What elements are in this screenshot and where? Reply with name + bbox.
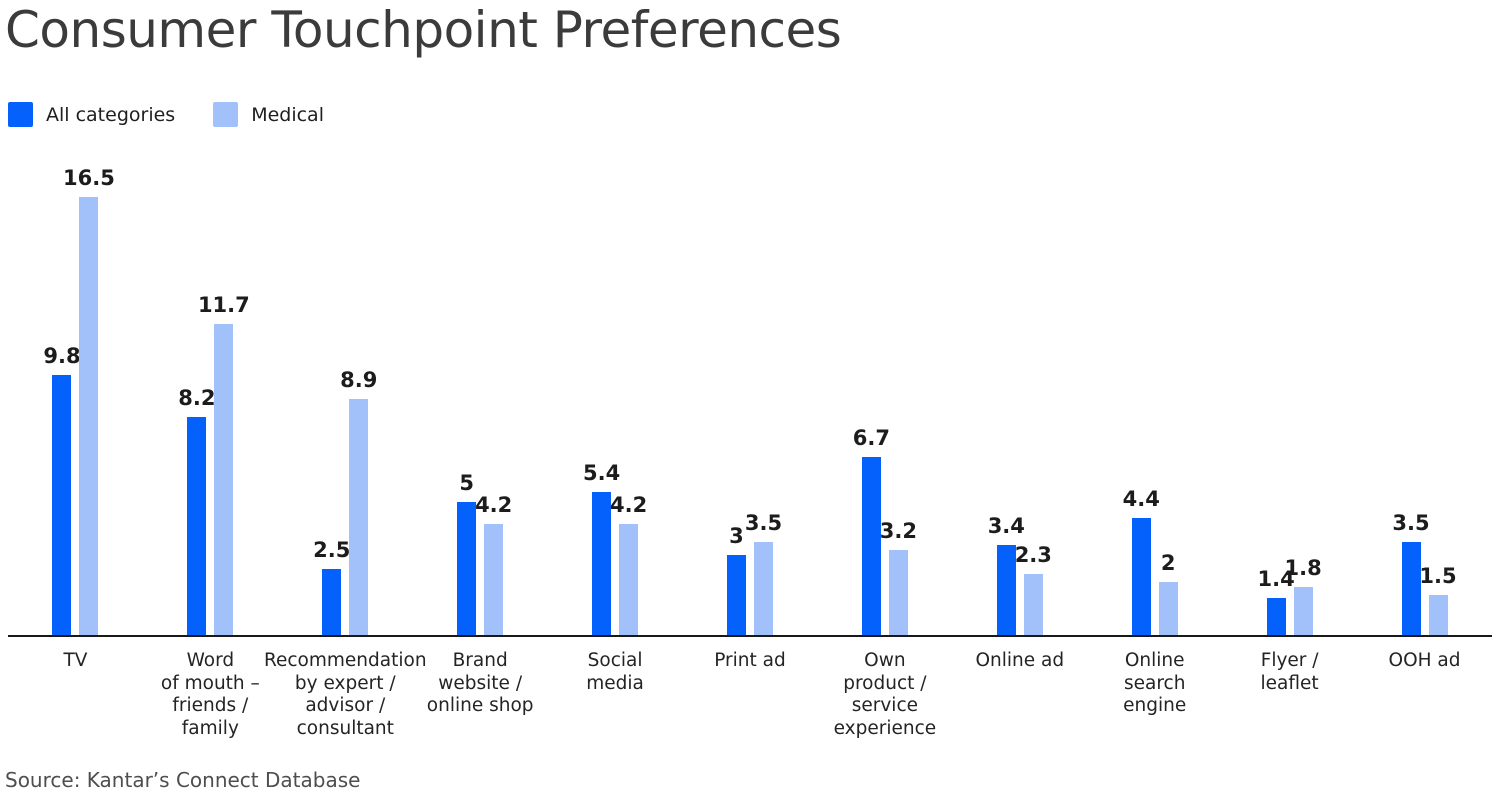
category-label: Flyer / leaflet xyxy=(1260,650,1319,694)
bar-medical: 11.7 xyxy=(198,293,250,635)
value-label: 2 xyxy=(1160,550,1176,575)
bar-group-own-product-service-experience: 6.7 3.2 xyxy=(817,150,952,635)
bar-group-word-of-mouth-friends-family: 8.2 11.7 xyxy=(143,150,278,635)
value-label: 3.5 xyxy=(1392,511,1430,536)
bar-all-categories: 3.4 xyxy=(988,514,1025,635)
bar-group-social-media: 5.4 4.2 xyxy=(548,150,683,635)
bar-chart: 9.8 16.5 8.2 11.7 2.5 8.9 5 4.2 5.4 4.2 3 3.5 6.7 3.2… xyxy=(8,150,1492,740)
bar-all-categories: 4.4 xyxy=(1123,487,1160,635)
category-label-cell: OOH ad xyxy=(1357,650,1492,740)
value-label: 5.4 xyxy=(582,460,621,485)
value-label: 5 xyxy=(459,471,474,496)
bar-group-online-search-engine: 4.4 2 xyxy=(1087,150,1222,635)
bar-all-categories: 5 xyxy=(457,471,477,635)
category-label: Print ad xyxy=(714,650,786,671)
bar-group-flyer-leaflet: 1.4 1.8 xyxy=(1222,150,1357,635)
category-label: Recommendation by expert / advisor / con… xyxy=(263,650,427,739)
bar-medical: 16.5 xyxy=(63,166,115,635)
bar-all-categories: 1.4 xyxy=(1258,567,1295,635)
value-label: 1.8 xyxy=(1284,556,1322,581)
category-label: OOH ad xyxy=(1388,650,1461,671)
bar-group-brand-website-online-shop: 5 4.2 xyxy=(413,150,548,635)
category-label-cell: TV xyxy=(8,650,143,740)
category-label-cell: Print ad xyxy=(683,650,818,740)
category-label: Online ad xyxy=(975,650,1065,671)
value-label: 2.5 xyxy=(313,537,351,562)
value-label: 3.5 xyxy=(744,511,783,536)
category-label-cell: Brand website / online shop xyxy=(413,650,548,740)
category-label-cell: Own product / service experience xyxy=(817,650,952,740)
legend-label: Medical xyxy=(251,103,324,126)
x-axis-labels: TV Word of mouth – friends / family Recomm… xyxy=(8,637,1492,740)
value-label: 16.5 xyxy=(63,165,115,190)
category-label-cell: Social media xyxy=(548,650,683,740)
legend-item-medical: Medical xyxy=(213,102,324,127)
bar-medical: 3.5 xyxy=(745,511,782,635)
value-label: 3 xyxy=(729,524,744,549)
category-label-cell: Online search engine xyxy=(1087,650,1222,740)
category-label-cell: Recommendation by expert / advisor / con… xyxy=(264,650,427,740)
bar-all-categories: 3 xyxy=(726,524,746,635)
category-label: Online search engine xyxy=(1123,650,1187,717)
value-label: 4.2 xyxy=(609,492,648,517)
bar-medical: 8.9 xyxy=(340,368,377,635)
bar-all-categories: 3.5 xyxy=(1392,511,1430,635)
source-note: Source: Kantar’s Connect Database xyxy=(5,768,361,792)
legend: All categories Medical xyxy=(8,102,324,127)
bar-all-categories: 2.5 xyxy=(313,538,350,635)
value-label: 1.5 xyxy=(1419,564,1457,589)
bar-group-online-ad: 3.4 2.3 xyxy=(952,150,1087,635)
legend-item-all-categories: All categories xyxy=(8,102,175,127)
value-label: 8.2 xyxy=(178,386,216,411)
value-label: 3.4 xyxy=(987,513,1025,538)
bar-medical: 2 xyxy=(1158,551,1178,635)
bar-all-categories: 5.4 xyxy=(583,461,620,635)
category-label: Word of mouth – friends / family xyxy=(160,650,260,739)
bar-group-recommendation-by-expert-advis: 2.5 8.9 xyxy=(278,150,413,635)
value-label: 11.7 xyxy=(197,293,250,318)
category-label: Social media xyxy=(586,650,644,694)
bar-medical: 1.8 xyxy=(1285,556,1322,635)
bar-all-categories: 6.7 xyxy=(853,426,890,635)
bar-medical: 2.3 xyxy=(1015,543,1052,635)
value-label: 4.4 xyxy=(1122,487,1160,512)
category-label: Own product / service experience xyxy=(833,650,937,739)
category-label-cell: Flyer / leaflet xyxy=(1222,650,1357,740)
value-label: 4.2 xyxy=(475,492,513,517)
bar-medical: 4.2 xyxy=(475,493,512,635)
bar-medical: 4.2 xyxy=(610,493,647,635)
value-label: 3.2 xyxy=(879,519,917,543)
bar-medical: 1.5 xyxy=(1419,564,1457,635)
bar-all-categories: 8.2 xyxy=(178,386,215,635)
value-label: 9.8 xyxy=(43,343,81,368)
plot-area: 9.8 16.5 8.2 11.7 2.5 8.9 5 4.2 5.4 4.2 3 3.5 6.7 3.2… xyxy=(8,150,1492,637)
legend-swatch-medical xyxy=(213,102,239,127)
value-label: 6.7 xyxy=(852,426,890,451)
value-label: 2.3 xyxy=(1014,542,1052,567)
value-label: 8.9 xyxy=(340,367,378,392)
legend-swatch-all-categories xyxy=(8,102,33,127)
category-label: TV xyxy=(63,650,88,671)
bar-all-categories: 9.8 xyxy=(43,344,81,635)
category-label-cell: Word of mouth – friends / family xyxy=(143,650,278,740)
value-label: 1.4 xyxy=(1257,566,1295,591)
bar-group-tv: 9.8 16.5 xyxy=(8,150,143,635)
bar-group-ooh-ad: 3.5 1.5 xyxy=(1357,150,1492,635)
chart-title: Consumer Touchpoint Preferences xyxy=(5,1,842,59)
bar-medical: 3.2 xyxy=(880,519,917,635)
legend-label: All categories xyxy=(46,103,176,126)
bar-group-print-ad: 3 3.5 xyxy=(683,150,818,635)
category-label-cell: Online ad xyxy=(952,650,1087,740)
category-label: Brand website / online shop xyxy=(426,650,534,717)
